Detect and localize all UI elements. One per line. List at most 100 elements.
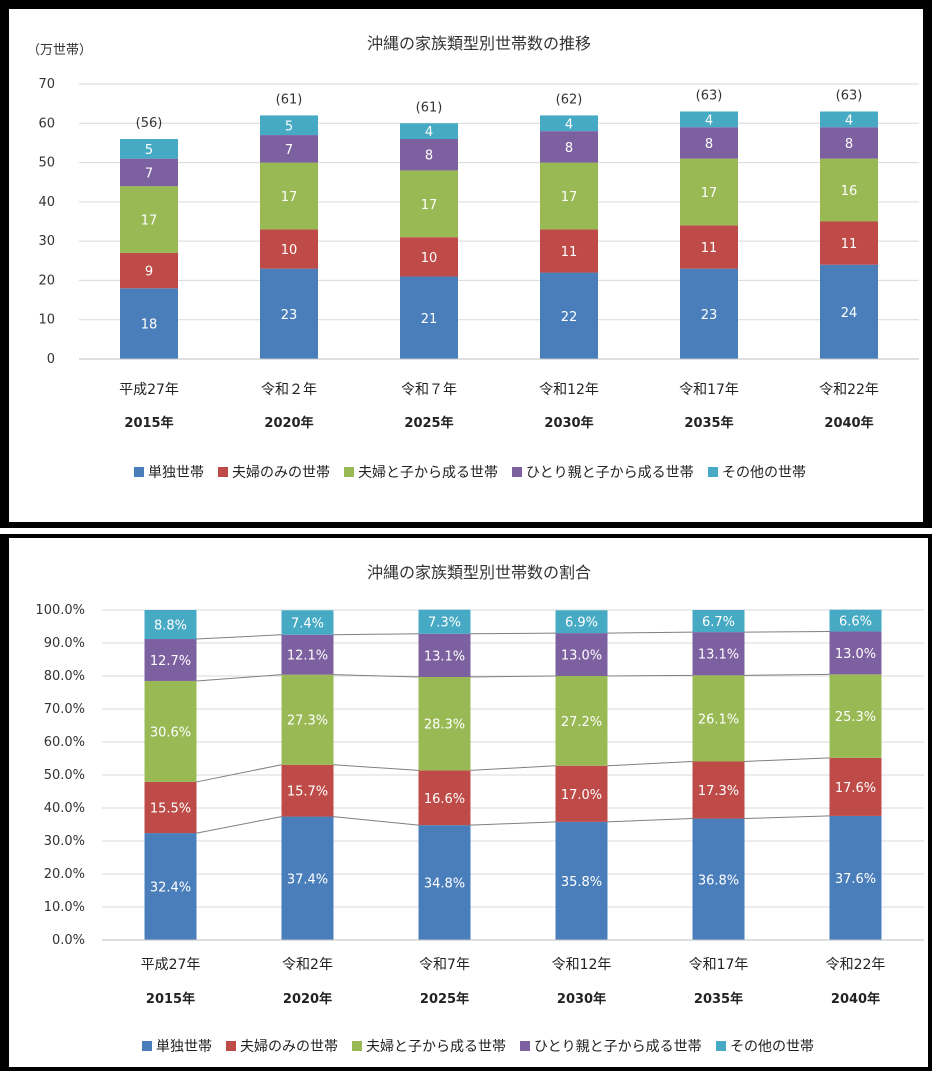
y-tick-label: 80.0% [44, 669, 85, 684]
bar-segment [820, 127, 878, 159]
x-tick-sublabel: 2015年 [146, 991, 195, 1007]
data-label: 13.0% [835, 647, 876, 662]
bar-segment [555, 821, 608, 940]
data-label: 4 [845, 113, 853, 128]
series-connector-line [744, 673, 830, 676]
data-label: 15.7% [287, 785, 328, 800]
x-tick-sublabel: 2040年 [824, 415, 873, 431]
bar-segment [680, 268, 738, 359]
data-label: 5 [285, 119, 293, 134]
y-tick-label: 50.0% [44, 768, 85, 783]
bar-segment [400, 276, 458, 359]
data-label: 8 [705, 137, 713, 152]
chart-panel-counts: 沖縄の家族類型別世帯数の推移 （万世帯） 0 10 20 30 40 50 60 70 18 23 21… [0, 0, 932, 528]
series-connector-line [470, 675, 556, 678]
legend-swatch [708, 467, 718, 477]
data-label: 7 [145, 166, 153, 181]
bar-segment [418, 633, 471, 677]
series-connector-line [607, 818, 693, 823]
data-label: 17 [141, 214, 158, 229]
y-tick-label: 40.0% [44, 801, 85, 816]
data-label: 25.3% [835, 710, 876, 725]
x-tick-sublabel: 2025年 [404, 415, 453, 431]
series-connector-line [333, 816, 419, 826]
data-label: 4 [565, 117, 573, 132]
bar-segment [120, 186, 178, 253]
data-label: 37.6% [835, 872, 876, 887]
bar-segment [680, 111, 738, 128]
bar-segment [540, 229, 598, 273]
x-tick-label: 令和12年 [552, 957, 612, 973]
data-label: 10 [421, 251, 438, 266]
bar-segment [120, 288, 178, 359]
bar-segment [820, 221, 878, 265]
x-tick-label: 令和７年 [401, 382, 457, 398]
legend-label: ひとり親と子から成る世帯 [534, 1039, 702, 1055]
bar-segment [144, 639, 197, 681]
data-label: 37.4% [287, 872, 328, 887]
series-connector-line [196, 764, 282, 783]
x-tick-label: 令和2年 [282, 957, 333, 973]
data-label: 17 [561, 190, 578, 205]
bar-segment [281, 816, 334, 940]
series-connector-line [470, 765, 556, 771]
y-tick-label: 60 [38, 116, 55, 131]
series-connector-line [607, 631, 693, 634]
bar-segment [260, 229, 318, 269]
total-label: (61) [276, 92, 303, 107]
bar-segment [540, 162, 598, 230]
bar-segment [400, 139, 458, 171]
bar-segment [692, 632, 745, 676]
data-label: 11 [561, 245, 578, 260]
data-label: 26.1% [698, 712, 739, 727]
y-tick-label: 70 [38, 77, 55, 92]
bar-segment [540, 272, 598, 359]
bar-segment [281, 764, 334, 817]
legend-label: ひとり親と子から成る世帯 [526, 465, 694, 481]
total-label: (63) [696, 89, 723, 104]
data-label: 13.1% [424, 649, 465, 664]
series-connector-line [470, 632, 556, 635]
data-label: 9 [145, 265, 153, 280]
chart-panel-ratios: 沖縄の家族類型別世帯数の割合 0.0% 10.0% 20.0% 30.0% 40.0% 50… [0, 534, 932, 1071]
data-label: 8 [565, 141, 573, 156]
y-tick-label: 50 [38, 156, 55, 171]
data-label: 35.8% [561, 875, 602, 890]
bar-segment [692, 761, 745, 819]
legend-label: 夫婦のみの世帯 [232, 464, 330, 481]
bar-segment [555, 765, 608, 822]
y-tick-label: 40 [38, 195, 55, 210]
bar-segment [418, 825, 471, 940]
series-connector-line [333, 674, 419, 678]
y-tick-label: 60.0% [44, 735, 85, 750]
data-label: 7.3% [428, 616, 461, 631]
data-label: 6.9% [565, 616, 598, 631]
data-label: 15.5% [150, 802, 191, 817]
bar-segment [281, 610, 334, 635]
bar-segment [144, 833, 197, 940]
legend-label: その他の世帯 [722, 465, 806, 481]
bar-segment [540, 115, 598, 132]
bar-segment [120, 139, 178, 159]
bar-segment [260, 268, 318, 359]
y-tick-label: 70.0% [44, 702, 85, 717]
series-connector-line [607, 760, 693, 767]
legend-swatch [716, 1041, 726, 1051]
legend-label: 単独世帯 [156, 1039, 212, 1055]
bar-segment [555, 610, 608, 634]
legend-label: 夫婦のみの世帯 [240, 1038, 338, 1055]
data-label: 17 [701, 186, 718, 201]
series-connector-line [744, 815, 830, 820]
data-label: 21 [421, 312, 438, 327]
bar-segment [144, 610, 197, 640]
y-tick-label: 0.0% [52, 933, 85, 948]
data-label: 24 [841, 306, 858, 321]
data-label: 27.2% [561, 715, 602, 730]
bar-segment [829, 757, 882, 816]
legend-label: その他の世帯 [730, 1039, 814, 1055]
legend-swatch [142, 1041, 152, 1051]
bar-segment [555, 676, 608, 766]
y-axis-label: （万世帯） [27, 43, 92, 58]
x-tick-sublabel: 2030年 [544, 415, 593, 431]
bar-segment [692, 818, 745, 940]
